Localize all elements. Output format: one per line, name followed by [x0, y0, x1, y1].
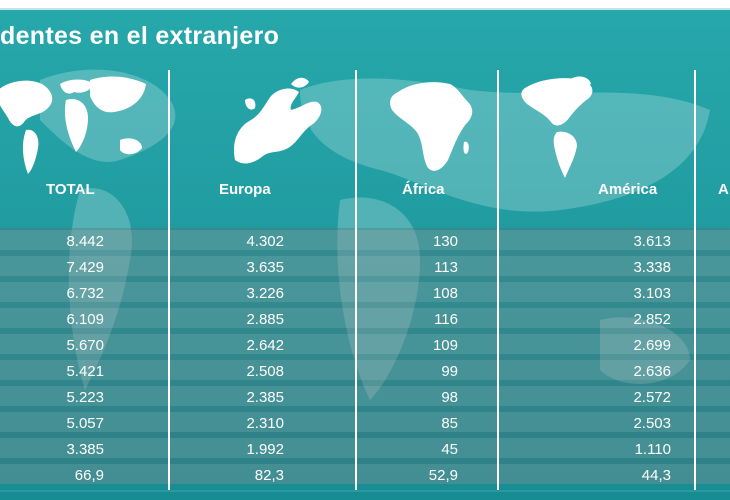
table-row: 5.057 2.310 85 2.503 [0, 414, 730, 434]
table-cell: 2.572 [633, 389, 671, 406]
table-cell: 98 [441, 389, 458, 406]
table-cell: 2.699 [633, 337, 671, 354]
table-cell: 52,9 [428, 467, 458, 484]
table-cell: 2.310 [246, 415, 284, 432]
header-total: TOTAL [46, 181, 95, 198]
table-cell: 6.109 [66, 311, 104, 328]
table-cell: 3.226 [246, 285, 284, 302]
table-cell: 3.385 [66, 441, 104, 458]
table-row: 6.732 3.226 108 3.103 [0, 284, 730, 304]
header-america: América [598, 181, 658, 198]
data-band [0, 228, 730, 484]
column-divider [355, 70, 357, 490]
table-cell: 44,3 [641, 467, 671, 484]
column-divider [497, 70, 499, 490]
column-divider [694, 70, 696, 490]
header-africa: África [402, 181, 445, 198]
table-row: 3.385 1.992 45 1.110 [0, 440, 730, 460]
table-cell: 5.421 [66, 363, 104, 380]
table-cell: 2.508 [246, 363, 284, 380]
table-row: 5.223 2.385 98 2.572 [0, 388, 730, 408]
world-map-icon [0, 76, 146, 174]
table-cell: 99 [441, 363, 458, 380]
table-cell: 2.852 [633, 311, 671, 328]
table-cell: 3.338 [633, 259, 671, 276]
row-stripes [0, 230, 730, 492]
column-divider [168, 70, 170, 490]
table-cell: 3.613 [633, 233, 671, 250]
table-cell: 8.442 [66, 233, 104, 250]
africa-map-icon [390, 82, 473, 171]
table-cell: 5.223 [66, 389, 104, 406]
table-cell: 2.636 [633, 363, 671, 380]
page-title: dentes en el extranjero [0, 22, 280, 50]
table-cell: 1.992 [246, 441, 284, 458]
top-border-secondary [0, 8, 730, 10]
table-row: 5.670 2.642 109 2.699 [0, 336, 730, 356]
table-cell: 82,3 [254, 467, 284, 484]
table-cell: 2.642 [246, 337, 284, 354]
table-row: 8.442 4.302 130 3.613 [0, 232, 730, 252]
table-cell: 5.670 [66, 337, 104, 354]
table-row: 7.429 3.635 113 3.338 [0, 258, 730, 278]
america-map-icon [521, 76, 593, 178]
top-border [0, 0, 730, 8]
table-cell: 2.385 [246, 389, 284, 406]
table-cell: 113 [434, 259, 458, 276]
table-cell: 5.057 [66, 415, 104, 432]
table-cell: 2.885 [246, 311, 284, 328]
table-cell: 130 [432, 233, 458, 250]
header-europa: Europa [219, 181, 271, 198]
header-asia: A [718, 181, 729, 198]
table-cell: 66,9 [74, 467, 104, 484]
table-cell: 45 [441, 441, 458, 458]
table-cell: 116 [434, 311, 458, 328]
table-row: 6.109 2.885 116 2.852 [0, 310, 730, 330]
table-row: 5.421 2.508 99 2.636 [0, 362, 730, 382]
table-cell: 85 [441, 415, 458, 432]
europe-map-icon [233, 77, 322, 164]
table-cell: 109 [432, 337, 458, 354]
table-cell: 4.302 [246, 233, 284, 250]
table-cell: 6.732 [66, 285, 104, 302]
table-cell: 2.503 [633, 415, 671, 432]
table-cell: 3.103 [633, 285, 671, 302]
table-cell: 3.635 [246, 259, 284, 276]
table-row: 66,9 82,3 52,9 44,3 [0, 466, 730, 486]
table-cell: 1.110 [634, 441, 671, 458]
table-cell: 7.429 [66, 259, 104, 276]
table-cell: 108 [432, 285, 458, 302]
